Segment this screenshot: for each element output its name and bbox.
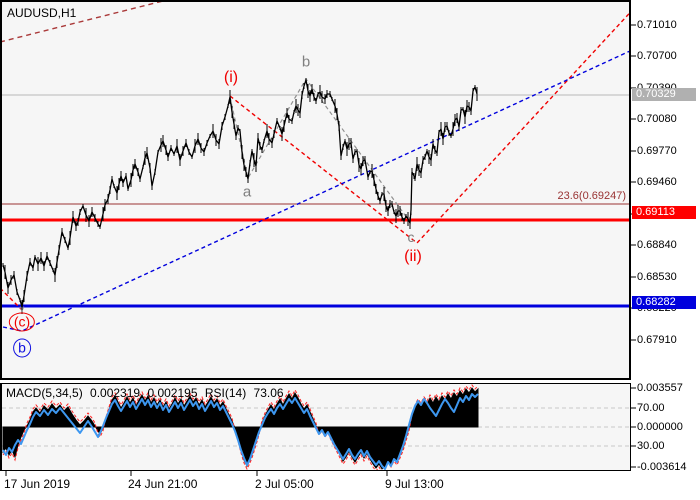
zigzag-gray [229, 77, 411, 223]
price-badge: 0.68282 [632, 296, 696, 309]
indicator-pane-drawing [2, 384, 629, 470]
entry-red-left [2, 289, 23, 311]
wave-label-v: v [19, 303, 25, 314]
price-axis-tick-label: 0.70080 [637, 113, 677, 125]
indicator-header: MACD(5,34,5) 0.002319 0.002195 RSI(14) 7… [6, 386, 288, 400]
macd-name-label: MACD(5,34,5) [6, 386, 83, 400]
rsi-name-label: RSI(14) [204, 386, 247, 400]
price-badge: 0.69113 [632, 206, 696, 219]
price-axis-tick-label: 0.69770 [637, 145, 677, 157]
price-axis-tick-label: 0.68840 [637, 239, 677, 251]
symbol-period-label: AUDUSD,H1 [7, 6, 77, 20]
time-axis-tick-label: 2 Jul 05:00 [255, 477, 314, 491]
price-axis-tick-label: 0.70700 [637, 50, 677, 62]
macd-signal-line [2, 384, 479, 470]
indicator-axis-tick-label: 70.00 [637, 402, 665, 414]
price-badge: 0.70329 [632, 88, 696, 101]
macd-histogram-area [2, 387, 479, 470]
macd-main-value: 0.002319 [90, 386, 141, 400]
price-pane-drawing [2, 2, 629, 332]
rsi-line [2, 393, 479, 470]
wave-label-b: b [301, 53, 311, 71]
indicator-axis-tick-label: -0.003614 [637, 461, 687, 473]
wave-label-a: a [242, 183, 252, 201]
price-axis-tick-label: 0.69460 [637, 176, 677, 188]
impulse-red [229, 12, 629, 244]
channel-upper-darkred [2, 2, 162, 43]
rsi-value: 73.06 [253, 386, 284, 400]
wave-label-c: c [407, 229, 415, 245]
price-axis-tick-label: 0.67910 [637, 334, 677, 346]
time-axis-tick-label: 9 Jul 13:00 [385, 477, 444, 491]
wave-label-b: b [13, 338, 31, 358]
fibonacci-level-label: 23.6(0.69247) [557, 190, 627, 202]
time-axis-tick-label: 24 Jun 21:00 [128, 477, 198, 491]
time-axis-tick-label: 17 Jun 2019 [4, 477, 71, 491]
indicator-axis-tick-label: 30.00 [637, 440, 665, 452]
price-axis-tick-label: 0.68530 [637, 271, 677, 283]
trend-blue [2, 50, 629, 332]
price-series [2, 79, 478, 308]
wave-label-ii: (ii) [404, 248, 422, 265]
indicator-axis-tick-label: 0.003557 [637, 382, 683, 394]
price-pane[interactable] [0, 0, 631, 380]
indicator-axis-tick-label: 0.000000 [637, 421, 683, 433]
price-axis-tick-label: 0.71010 [637, 19, 677, 31]
macd-signal-value: 0.002195 [147, 386, 198, 400]
wave-label-i: (i) [223, 69, 239, 86]
wave-label-c: (c) [8, 312, 36, 332]
